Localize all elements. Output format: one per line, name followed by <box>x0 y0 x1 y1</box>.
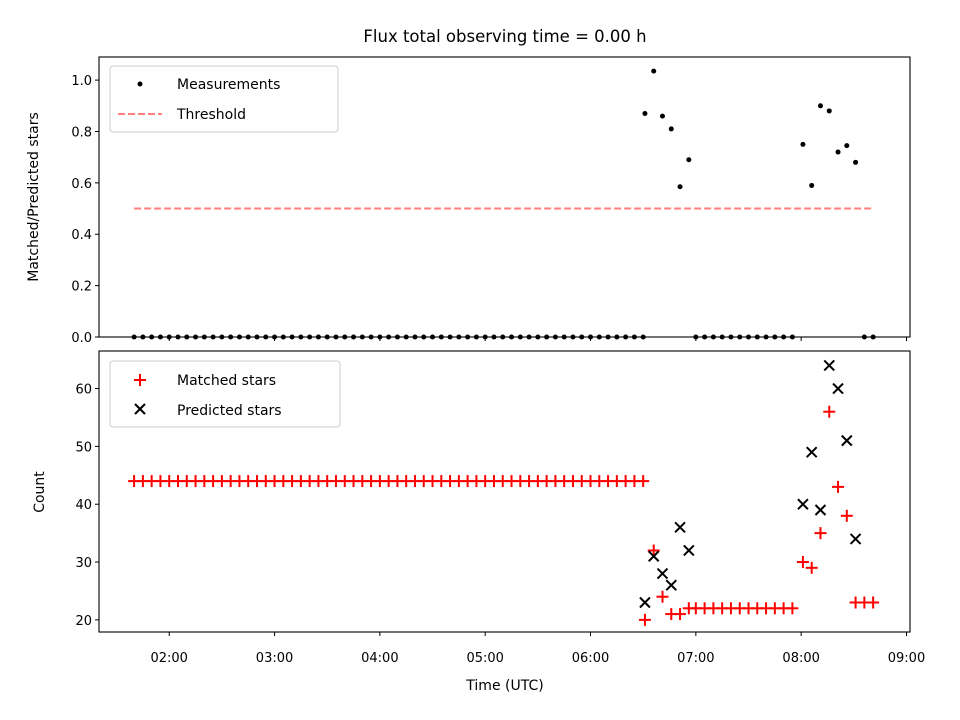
predicted-star-point <box>823 359 835 372</box>
bottom-axes-frame <box>98 350 911 633</box>
matched-star-point <box>814 527 827 540</box>
bottom-legend: Matched stars Predicted stars <box>109 360 341 428</box>
measurement-point <box>844 143 850 149</box>
measurement-point <box>809 182 815 188</box>
predicted-star-point <box>656 567 669 580</box>
matched-star-point <box>674 608 687 621</box>
bottom-xtick-label: 02:00 <box>150 651 187 666</box>
legend-predicted-marker <box>134 403 146 415</box>
predicted-star-point <box>683 544 695 557</box>
matched-star-point <box>832 480 845 493</box>
measurement-point <box>677 184 683 190</box>
bottom-xtick-label: 09:00 <box>888 651 925 666</box>
predicted-star-point <box>805 446 818 458</box>
bottom-ytick-label: 60 <box>75 383 92 398</box>
bottom-ytick-label: 40 <box>75 498 92 513</box>
top-axes-frame <box>98 56 911 338</box>
measurement-point <box>659 113 665 119</box>
measurement-point <box>668 126 674 132</box>
top-panel: 0.0 0.2 0.4 0.6 0.8 1.0 Matched/Predicted sta… <box>26 56 911 346</box>
bottom-panel: 20 30 40 50 60 02:00 03:00 04:00 05:00 06:00 07:0… <box>32 350 925 694</box>
top-ytick-label: 0.0 <box>71 331 92 346</box>
matched-star-point <box>638 613 651 626</box>
matched-star-point <box>637 475 650 488</box>
bottom-ylabel: Count <box>32 471 48 513</box>
legend-measurements-label: Measurements <box>177 77 280 93</box>
bottom-ytick-label: 30 <box>75 556 92 571</box>
matched-star-point <box>840 509 853 522</box>
top-ylabel: Matched/Predicted stars <box>26 112 42 282</box>
top-ytick-label: 0.8 <box>71 125 92 140</box>
measurement-point <box>817 103 823 109</box>
top-ytick-label: 0.4 <box>71 228 92 243</box>
bottom-ytick-label: 50 <box>75 440 92 455</box>
measurement-point <box>642 111 648 117</box>
bottom-xtick-label: 08:00 <box>782 651 819 666</box>
matched-star-point <box>656 590 669 603</box>
bottom-xtick-label: 06:00 <box>572 651 609 666</box>
top-ytick-label: 0.2 <box>71 280 92 295</box>
measurement-point <box>651 68 657 74</box>
bottom-xtick-label: 07:00 <box>677 651 714 666</box>
predicted-star-point <box>841 434 853 447</box>
legend-measurements-marker <box>137 81 143 87</box>
bottom-xtick-label: 05:00 <box>466 651 503 666</box>
predicted-star-point <box>814 504 827 516</box>
top-ytick-label: 1.0 <box>71 74 92 89</box>
matched-star-point <box>796 556 809 569</box>
top-legend: Measurements Threshold <box>109 65 339 133</box>
measurement-point <box>686 157 692 163</box>
measurement-point <box>835 149 841 155</box>
bottom-xtick-label: 04:00 <box>361 651 398 666</box>
matched-star-point <box>805 561 818 574</box>
predicted-star-point <box>648 550 660 562</box>
predicted-star-point <box>674 521 686 534</box>
matched-star-point <box>867 596 880 609</box>
bottom-ytick-label: 20 <box>75 614 92 629</box>
predicted-star-point <box>665 579 677 591</box>
legend-matched-label: Matched stars <box>177 373 276 389</box>
legend-matched-marker <box>134 374 146 386</box>
chart-title: Flux total observing time = 0.00 h <box>363 27 646 46</box>
predicted-star-point <box>849 533 862 545</box>
legend-threshold-label: Threshold <box>176 107 246 123</box>
matched-star-point <box>647 544 660 557</box>
predicted-star-point <box>797 498 809 510</box>
legend-predicted-label: Predicted stars <box>177 403 282 419</box>
top-ytick-label: 0.6 <box>71 177 92 192</box>
measurement-point <box>853 159 859 165</box>
measurement-point <box>826 108 832 114</box>
bottom-xlabel: Time (UTC) <box>465 678 543 694</box>
measurement-point <box>800 141 806 147</box>
predicted-star-point <box>639 596 651 609</box>
predicted-star-point <box>832 382 844 395</box>
matched-star-point <box>786 602 799 615</box>
matched-star-point <box>823 405 836 418</box>
bottom-xtick-label: 03:00 <box>256 651 293 666</box>
